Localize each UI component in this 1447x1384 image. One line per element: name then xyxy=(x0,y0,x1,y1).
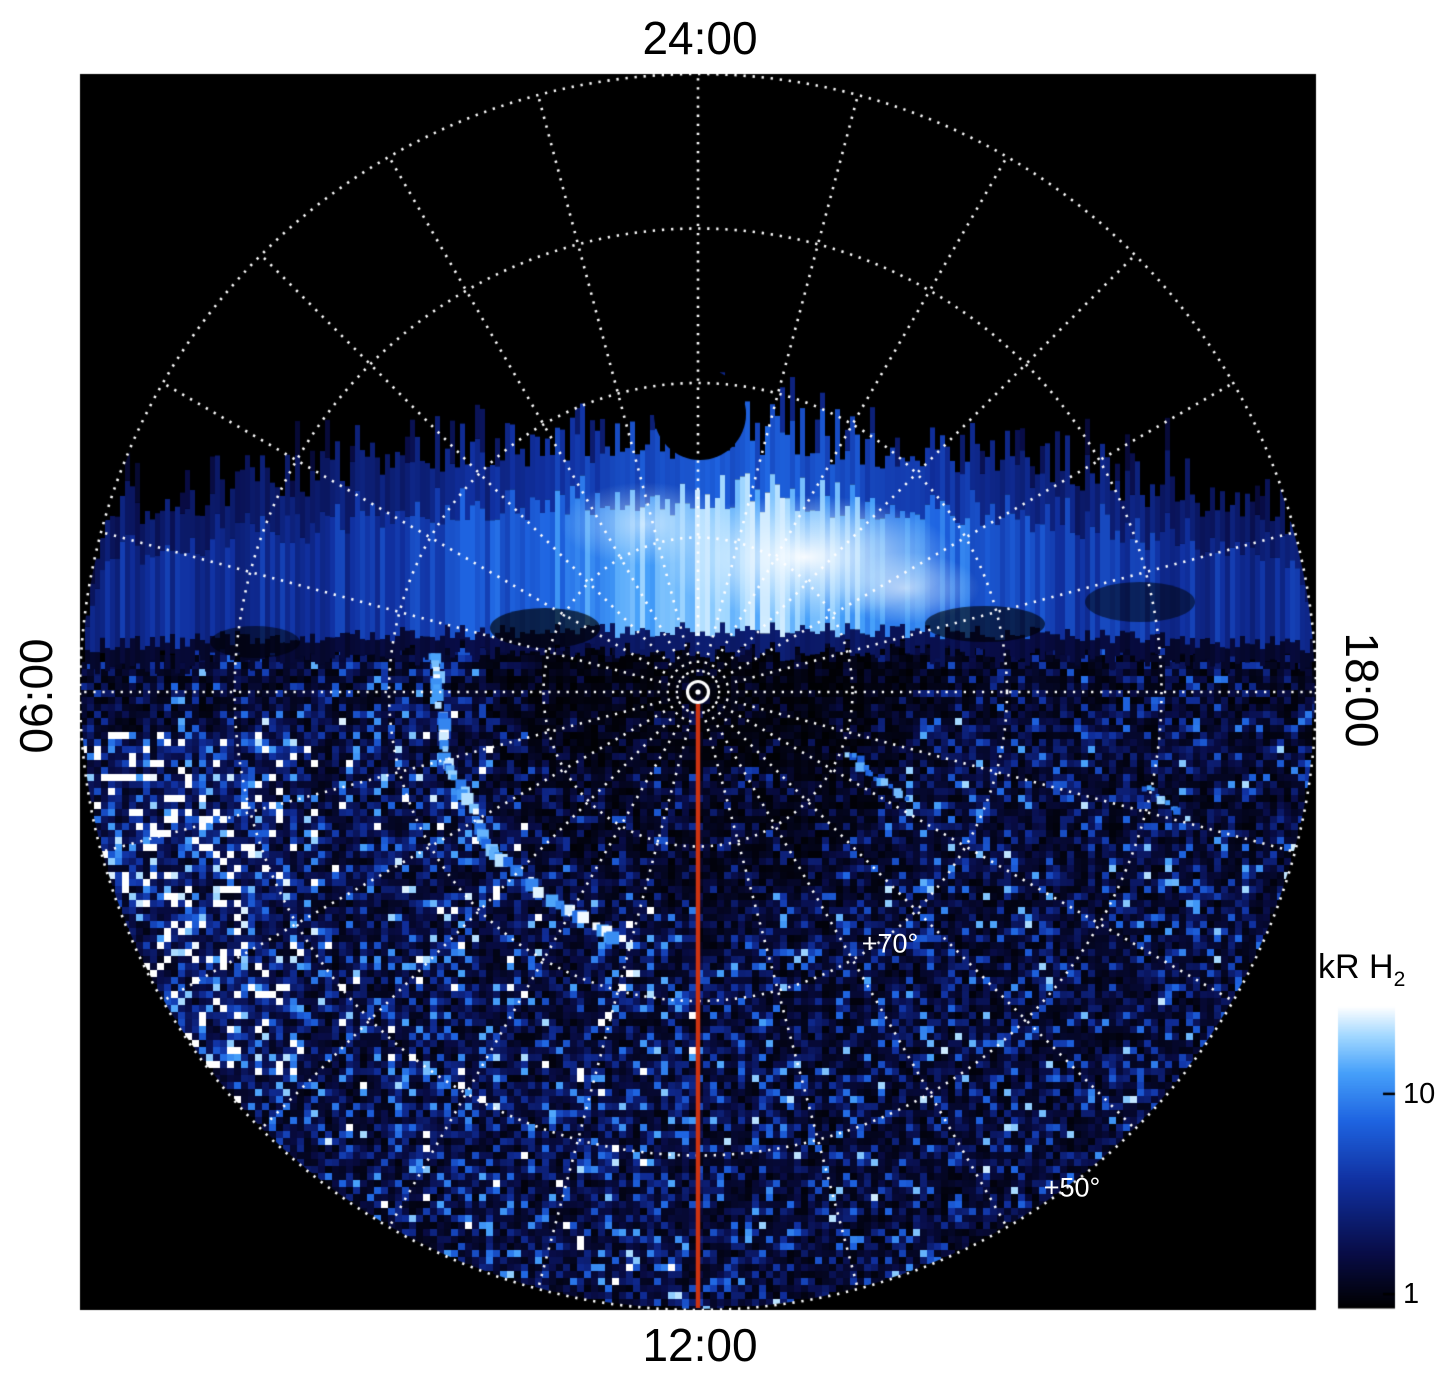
colorbar-tick-10: 10 xyxy=(1403,1078,1436,1110)
time-label-1800: 18:00 xyxy=(1336,632,1388,748)
latitude-label-50: +50° xyxy=(1043,1172,1101,1203)
colorbar-title-subscript: 2 xyxy=(1393,967,1406,991)
colorbar-title: kR H2 xyxy=(1318,948,1405,992)
colorbar-tick-1: 1 xyxy=(1403,1278,1420,1310)
latitude-label-70: +70° xyxy=(861,928,919,959)
time-label-0600: 06:00 xyxy=(10,638,62,754)
time-label-2400: 24:00 xyxy=(642,12,758,64)
time-label-1200: 12:00 xyxy=(642,1319,758,1371)
colorbar-title-text: kR H xyxy=(1318,948,1394,986)
